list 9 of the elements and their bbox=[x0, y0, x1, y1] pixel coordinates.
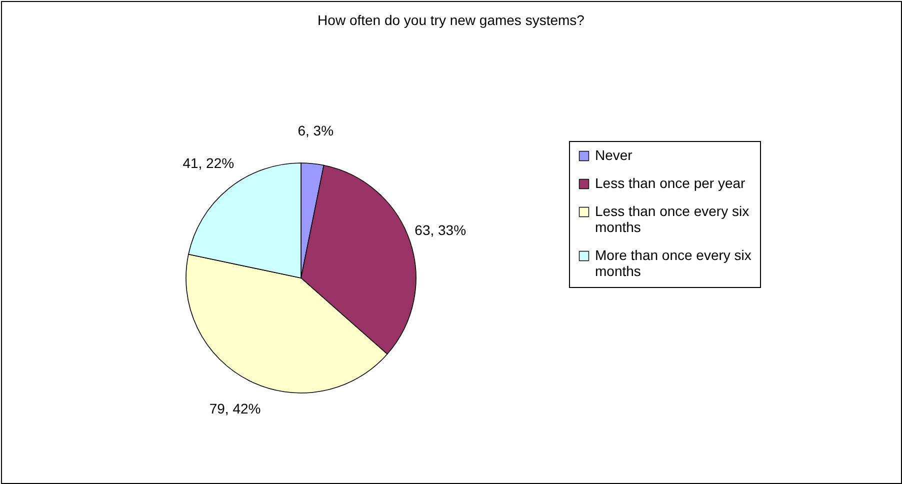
legend-label: More than once every six months bbox=[595, 247, 752, 279]
data-label: 63, 33% bbox=[414, 222, 466, 238]
legend-label: Less than once every six months bbox=[595, 203, 750, 235]
chart-title: How often do you try new games systems? bbox=[318, 12, 585, 28]
data-label: 6, 3% bbox=[298, 122, 334, 139]
legend-label: Never bbox=[595, 147, 633, 163]
legend-label: Less than once per year bbox=[595, 175, 746, 191]
data-label: 41, 22% bbox=[182, 154, 234, 171]
data-label: 79, 42% bbox=[209, 400, 261, 416]
